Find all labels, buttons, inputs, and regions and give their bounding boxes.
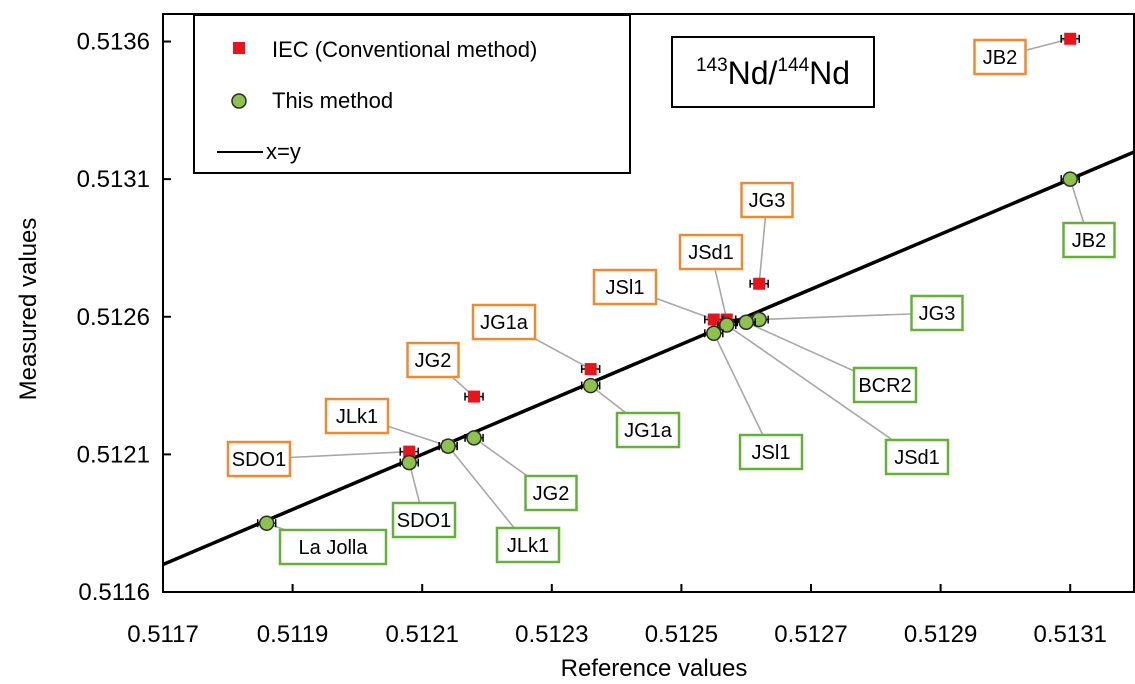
ratio-element: Nd: [809, 55, 850, 91]
ratio-mass-number: 144: [777, 55, 809, 76]
data-points: [256, 32, 1080, 531]
point-label-box: [1062, 221, 1116, 259]
x-tick-label: 0.5125: [645, 621, 718, 648]
point-label-box: [524, 474, 578, 512]
legend-box: [193, 14, 631, 174]
point-label-text: JSl1: [752, 442, 791, 464]
point-label-box: [471, 303, 537, 341]
leader-line: [759, 312, 938, 321]
legend-label-xy: x=y: [266, 139, 301, 164]
x-axis-title: Reference values: [561, 655, 748, 682]
legend-marker-this-method: [231, 93, 247, 109]
point-label-box: [910, 294, 964, 332]
ratio-element: Nd/: [728, 55, 778, 91]
data-point-this-method: [719, 317, 735, 333]
point-label-box: [615, 411, 681, 449]
point-label-text: JB2: [1072, 230, 1106, 252]
ratio-text: 143Nd/144Nd: [696, 55, 850, 91]
point-label-text: JSd1: [894, 447, 940, 469]
y-tick-label: 0.5116: [78, 579, 150, 606]
data-point-this-method: [466, 430, 482, 446]
legend-label-iec: IEC (Conventional method): [272, 37, 537, 62]
data-point-iec: [468, 390, 481, 403]
data-point-this-method: [401, 454, 417, 471]
leader-line: [713, 332, 772, 453]
plot-frame: [162, 13, 1135, 593]
data-point-this-method: [582, 377, 599, 394]
point-label-text: JG1a: [480, 312, 529, 334]
data-point-iec: [403, 445, 416, 458]
x-equals-y-line: [163, 150, 1135, 567]
point-label-text: SDO1: [232, 449, 286, 471]
x-tick-label: 0.5131: [1033, 621, 1106, 648]
point-label-box: [740, 181, 794, 219]
data-point-this-method: [751, 311, 767, 328]
point-label-text: JG3: [749, 190, 786, 212]
y-tick-label: 0.5126: [77, 304, 150, 331]
point-label-box: [324, 397, 390, 435]
x-tick-label: 0.5123: [515, 621, 588, 648]
point-label-text: JG3: [919, 303, 956, 325]
data-point-iec: [707, 313, 720, 326]
data-point-iec: [584, 363, 597, 376]
x-tick-label: 0.5119: [257, 621, 329, 648]
data-point-this-method: [258, 515, 275, 531]
point-label-box: [406, 341, 460, 379]
legend: IEC (Conventional method) This method x=y: [193, 14, 631, 174]
point-label-text: JG2: [415, 350, 452, 372]
y-tick-label: 0.5121: [77, 441, 150, 468]
data-point-this-method: [738, 314, 754, 331]
y-tick-label: 0.5136: [77, 29, 150, 56]
point-label-text: JSl1: [606, 277, 645, 299]
point-label-text: SDO1: [397, 510, 451, 532]
x-tick-label: 0.5121: [385, 621, 458, 648]
data-point-iec: [1064, 32, 1077, 45]
point-label-box: [278, 528, 388, 566]
leader-line: [726, 324, 918, 458]
point-label-text: JLk1: [336, 406, 378, 428]
legend-label-this-method: This method: [272, 88, 393, 113]
data-point-iec: [753, 277, 766, 290]
x-tick-label: 0.5129: [904, 621, 977, 648]
point-label-box: [884, 438, 950, 476]
point-labels: JB2 JG3 JSd1 JSl1 JG1a JG2 JLk1 SDO1 JB2 JG3 JSd1 B…: [226, 38, 1116, 566]
point-label-box: [226, 440, 292, 478]
point-label-text: JG1a: [624, 420, 673, 442]
point-label-box: [495, 526, 561, 564]
ratio-label-box: 143Nd/144Nd: [671, 36, 875, 108]
point-label-box: [592, 268, 658, 306]
data-point-this-method: [1062, 171, 1078, 187]
point-label-text: JLk1: [507, 535, 549, 557]
point-label-text: La Jolla: [299, 537, 369, 559]
point-label-text: JB2: [983, 47, 1017, 69]
point-label-box: [391, 501, 457, 539]
point-label-text: JSd1: [688, 242, 734, 264]
point-label-box: [973, 38, 1027, 76]
identity-line: [163, 150, 1135, 567]
point-label-box: [852, 366, 918, 404]
axes: 0.5117 0.5119 0.5121 0.5123 0.5125 0.5127 0.51…: [77, 13, 1135, 648]
ratio-mass-number: 143: [696, 55, 728, 76]
point-label-box: [678, 233, 744, 271]
ratio-box: [671, 36, 875, 108]
data-point-this-method: [706, 325, 722, 342]
legend-marker-iec: [233, 42, 245, 54]
data-point-this-method: [440, 438, 456, 454]
y-tick-label: 0.5131: [77, 166, 150, 193]
point-label-text: JG2: [533, 483, 570, 505]
point-label-text: BCR2: [858, 375, 911, 397]
y-axis-title: Measured values: [15, 218, 42, 401]
x-tick-label: 0.5127: [774, 621, 847, 648]
point-label-box: [738, 433, 804, 471]
x-tick-label: 0.5117: [127, 621, 199, 648]
